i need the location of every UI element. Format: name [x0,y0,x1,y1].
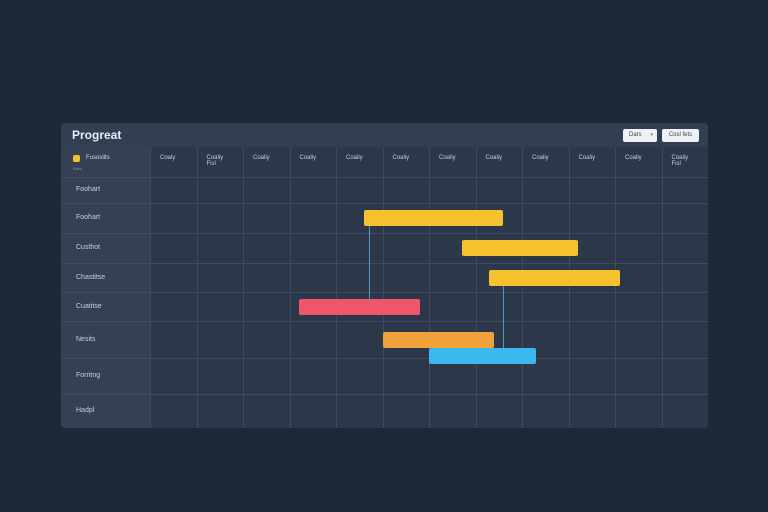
column-header[interactable]: Coaliy [485,155,503,161]
view-dropdown-label: Dars [629,132,642,138]
dependency-connector [503,277,505,356]
first-column-header[interactable]: Fusoslits Bofol [61,147,150,177]
column-header[interactable]: Coaliy [532,155,549,161]
grid-vline [568,147,570,428]
grid-vline [196,147,198,428]
column-header[interactable]: Coaly [160,155,176,161]
row-label-column [61,177,150,428]
grid-vline [661,147,663,428]
column-header[interactable]: Coaliy [392,155,410,161]
first-column-subtitle: Bofol [73,166,83,171]
dependency-connector [368,218,370,307]
page-title: Progreat [72,128,122,142]
grid-vline [429,147,430,428]
row-label[interactable]: Chastitse [76,273,106,281]
column-header[interactable]: Coaliy [346,155,363,161]
grid-hline [61,203,708,204]
grid-hline [61,263,708,264]
row-label[interactable]: Foohart [76,214,101,221]
column-header[interactable]: Coaliy Fisl [671,155,689,167]
task-bar[interactable] [382,331,495,348]
view-dropdown[interactable]: Dars ▾ [623,129,657,142]
action-button[interactable]: Cosl fets [662,129,699,142]
task-bar[interactable] [489,269,620,286]
task-bar[interactable] [429,347,536,364]
column-header[interactable]: Coaliy Fisl [206,155,224,167]
gantt-grid: Fusoslits Bofol Coaly Coaliy Fisl Coaliy Co… [61,147,708,428]
grid-vline [522,147,523,428]
grid-vline [475,147,477,428]
chevron-down-icon: ▾ [650,132,653,138]
column-header[interactable]: Coaliy [299,155,317,161]
row-label[interactable]: Foohart [76,186,101,193]
row-label[interactable]: Cuatitse [76,302,102,310]
grid-hline [61,177,708,178]
column-header[interactable]: Coaliy [439,155,456,161]
row-label[interactable]: Hadpl [76,407,95,414]
row-label[interactable]: Forritng [76,372,101,379]
grid-vline [615,147,616,428]
task-bar[interactable] [461,240,578,256]
grid-hline [61,394,708,395]
grid-vline [382,147,384,428]
status-dot-icon [73,155,80,162]
column-header[interactable]: Coaliy [253,155,270,161]
panel-header: Progreat Dars ▾ Cosl fets [61,123,708,147]
grid-vline [150,147,151,428]
column-header[interactable]: Coaliy [625,155,642,161]
task-bar[interactable] [298,298,420,315]
grid-vline [289,147,291,428]
grid-hline [61,321,708,322]
row-label[interactable]: Nesits [76,335,96,343]
row-label[interactable]: Custhot [76,244,101,251]
column-header[interactable]: Coaliy [578,155,596,161]
grid-vline [336,147,337,428]
grid-vline [243,147,244,428]
grid-hline [61,358,708,359]
gantt-panel: Progreat Dars ▾ Cosl fets Fusoslits Bofo… [61,123,708,428]
first-column-title: Fusoslits [86,155,110,161]
grid-hline [61,233,708,234]
task-bar[interactable] [363,210,504,226]
grid-hline [61,292,708,293]
